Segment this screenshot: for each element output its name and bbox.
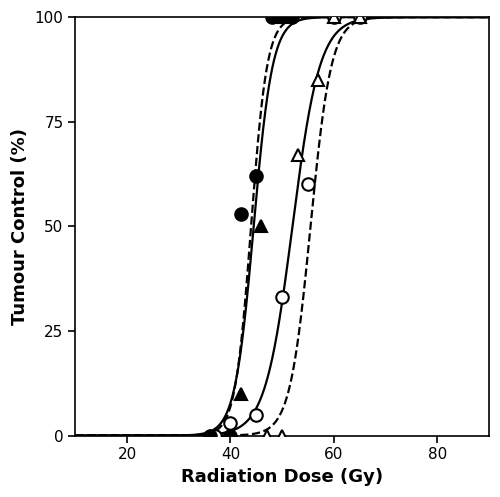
Y-axis label: Tumour Control (%): Tumour Control (%) (11, 128, 29, 325)
X-axis label: Radiation Dose (Gy): Radiation Dose (Gy) (181, 468, 383, 486)
